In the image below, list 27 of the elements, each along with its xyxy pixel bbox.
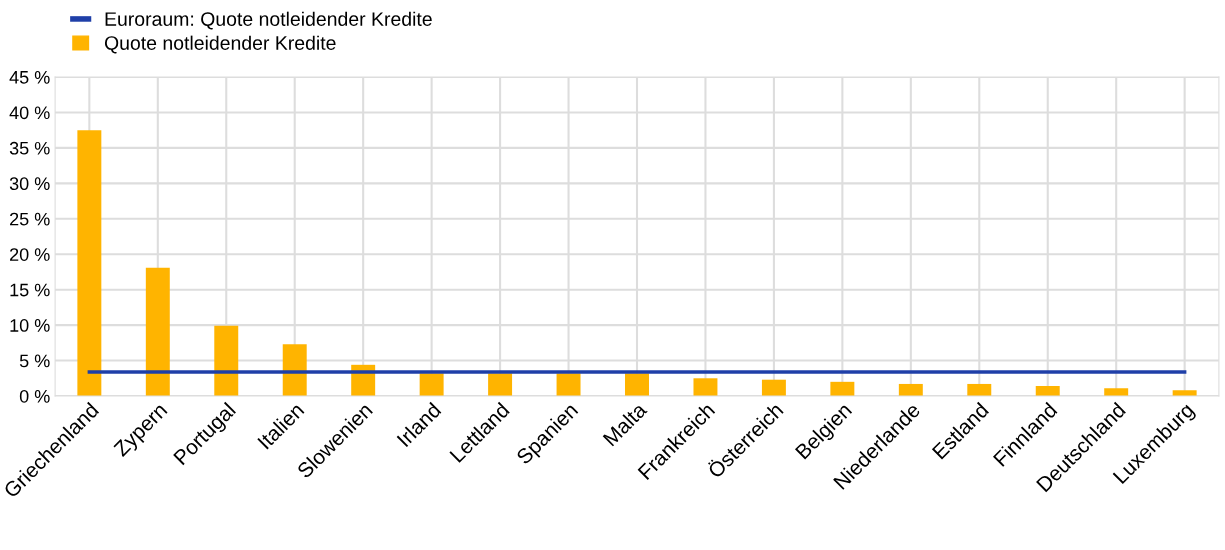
bar [145,267,170,396]
y-tick-label: 25 % [10,212,50,226]
y-tick-label: 10 % [10,319,50,332]
bar [898,383,923,396]
y-tick-label: 20 % [10,248,50,261]
bar [1104,388,1129,396]
legend-label: Euroraum: Quote notleidender Kredite [105,11,432,30]
y-tick-label: 40 % [9,106,50,120]
bar [419,373,444,396]
y-tick-label: 5 % [19,354,50,368]
bar [693,378,718,396]
bar [761,379,786,396]
bar [967,383,992,396]
legend-label: Quote notleidender Kredite [104,35,336,54]
bar [282,344,307,396]
bar [488,373,513,396]
y-tick-label: 30 % [9,177,50,191]
bar [625,373,649,396]
y-tick-label: 0 % [19,389,50,403]
y-tick-label: 35 % [9,141,50,155]
bar [830,381,855,396]
bar [214,325,239,396]
y-tick-label: 15 % [10,283,50,297]
bar [1035,386,1060,396]
bar [77,130,102,396]
y-tick-label: 45 % [9,71,50,84]
bar [556,373,581,396]
